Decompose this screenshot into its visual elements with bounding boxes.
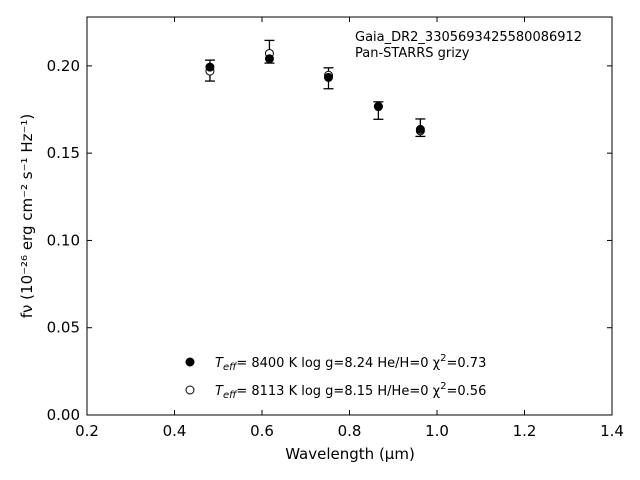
annotation-survey: Pan-STARRS grizy: [355, 46, 470, 61]
point-filled-model: [264, 54, 274, 64]
y-tick-label: 0.00: [47, 406, 80, 424]
x-tick-label: 0.8: [338, 422, 362, 440]
point-filled-model: [205, 62, 215, 72]
point-filled-model: [373, 102, 383, 112]
legend-marker: [185, 357, 195, 367]
legend-label: Teff= 8113 K log g=8.15 H/He=0 χ2=0.56: [215, 381, 486, 401]
x-axis-label: Wavelength (μm): [285, 445, 415, 463]
y-tick-label: 0.20: [47, 57, 80, 75]
y-tick-label: 0.15: [47, 144, 80, 162]
y-axis-label: fν (10⁻²⁶ erg cm⁻² s⁻¹ Hz⁻¹): [18, 114, 36, 319]
y-tick-label: 0.05: [47, 319, 80, 337]
annotation-source-id: Gaia_DR2_3305693425580086912: [355, 30, 582, 45]
point-filled-model: [415, 124, 425, 134]
point-filled-model: [324, 72, 333, 82]
y-tick-label: 0.10: [47, 231, 80, 249]
data-markers: [205, 48, 425, 136]
x-tick-label: 1.0: [425, 422, 449, 440]
legend-marker: [185, 385, 195, 395]
legend-label: Teff= 8400 K log g=8.24 He/H=0 χ2=0.73: [215, 353, 486, 373]
plot-frame: [86, 16, 613, 416]
x-tick-label: 1.2: [513, 422, 537, 440]
x-tick-label: 0.6: [250, 422, 274, 440]
legend: Teff= 8400 K log g=8.24 He/H=0 χ2=0.73 Te…: [185, 353, 486, 401]
x-tick-label: 1.4: [600, 422, 624, 440]
x-tick-label: 0.2: [75, 422, 99, 440]
x-tick-label: 0.4: [163, 422, 187, 440]
